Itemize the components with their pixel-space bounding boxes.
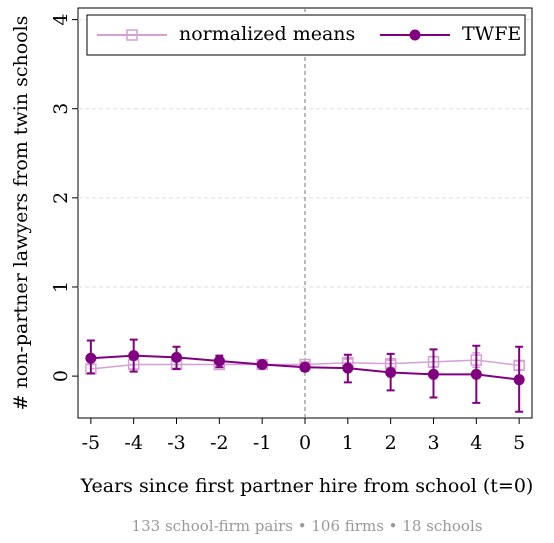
y-tick-label: 0 [50, 370, 72, 382]
data-point [470, 368, 482, 380]
y-tick-label: 2 [50, 192, 72, 204]
data-point [513, 374, 525, 386]
legend-marker [409, 29, 421, 41]
y-tick-label: 1 [50, 281, 72, 293]
x-tick-label: 1 [342, 432, 354, 454]
x-tick-label: -4 [124, 432, 143, 454]
data-point [427, 368, 439, 380]
y-tick-label: 4 [50, 14, 72, 26]
legend-marker [126, 29, 138, 41]
x-axis-label: Years since first partner hire from scho… [80, 475, 534, 497]
data-point [171, 351, 183, 363]
x-tick-label: -2 [210, 432, 229, 454]
data-point [256, 359, 268, 371]
data-point [385, 367, 397, 379]
x-tick-label: 3 [427, 432, 439, 454]
x-tick-label: -3 [167, 432, 186, 454]
x-tick-label: 0 [299, 432, 311, 454]
x-tick-label: 4 [470, 432, 482, 454]
x-tick-label: 5 [513, 432, 525, 454]
x-tick-label: -1 [253, 432, 272, 454]
footnote: 133 school-firm pairs • 106 firms • 18 s… [132, 517, 483, 535]
y-tick-label: 3 [50, 103, 72, 115]
y-axis-label: # non-partner lawyers from twin schools [10, 16, 32, 411]
x-tick-label: 2 [385, 432, 397, 454]
legend-label: TWFE [462, 23, 521, 45]
data-point [299, 361, 311, 373]
data-point [342, 362, 354, 374]
data-point [213, 355, 225, 367]
data-point [85, 352, 97, 364]
data-point [128, 350, 140, 362]
legend-label: normalized means [179, 23, 355, 45]
x-tick-label: -5 [82, 432, 101, 454]
